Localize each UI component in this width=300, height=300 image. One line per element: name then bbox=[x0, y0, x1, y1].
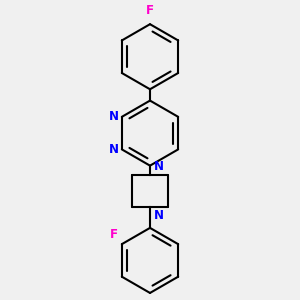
Text: F: F bbox=[110, 228, 118, 241]
Text: N: N bbox=[154, 209, 164, 222]
Text: N: N bbox=[109, 110, 119, 123]
Text: F: F bbox=[146, 4, 154, 17]
Text: N: N bbox=[109, 143, 119, 156]
Text: N: N bbox=[154, 160, 164, 173]
